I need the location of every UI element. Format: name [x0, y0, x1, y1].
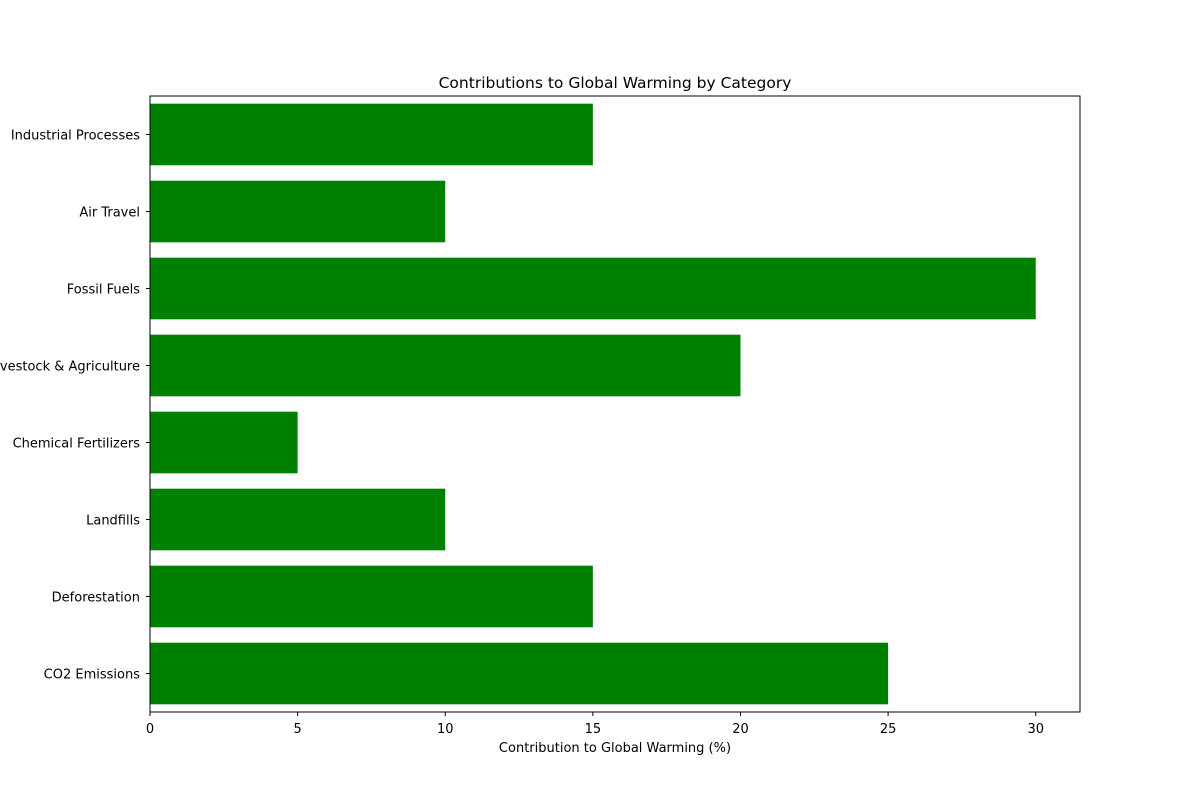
y-tick-label: Chemical Fertilizers — [13, 437, 141, 452]
y-tick-label: Industrial Processes — [11, 129, 140, 144]
x-tick-label: 30 — [1027, 722, 1044, 737]
x-axis: 0 5 10 15 20 25 30 — [146, 712, 1044, 737]
y-tick-label: Landfills — [86, 514, 140, 529]
x-tick-label: 15 — [585, 722, 602, 737]
y-tick-label: Fossil Fuels — [67, 283, 140, 298]
bar-deforestation — [150, 565, 593, 628]
bar-landfills — [150, 488, 446, 551]
x-tick-label: 10 — [437, 722, 454, 737]
y-tick-label: Air Travel — [79, 206, 140, 221]
x-tick-label: 20 — [732, 722, 749, 737]
y-tick-label: CO2 Emissions — [44, 668, 141, 683]
bar-chemical-fertilizers — [150, 411, 298, 474]
bar-co2-emissions — [150, 642, 889, 705]
x-axis-label: Contribution to Global Warming (%) — [499, 741, 731, 756]
bar-air-travel — [150, 180, 446, 243]
x-tick-label: 25 — [880, 722, 897, 737]
bar-industrial-processes — [150, 103, 593, 166]
x-tick-label: 5 — [293, 722, 301, 737]
chart-title: Contributions to Global Warming by Categ… — [439, 74, 792, 92]
bars-layer — [150, 103, 1036, 705]
y-tick-label: Livestock & Agriculture — [0, 360, 140, 375]
y-axis: CO2 Emissions Deforestation Landfills Chemi… — [0, 129, 150, 683]
bar-livestock-agriculture — [150, 334, 741, 397]
x-tick-label: 0 — [146, 722, 154, 737]
plot-frame — [149, 95, 1081, 713]
y-tick-label: Deforestation — [52, 591, 140, 606]
bar-fossil-fuels — [150, 257, 1036, 320]
